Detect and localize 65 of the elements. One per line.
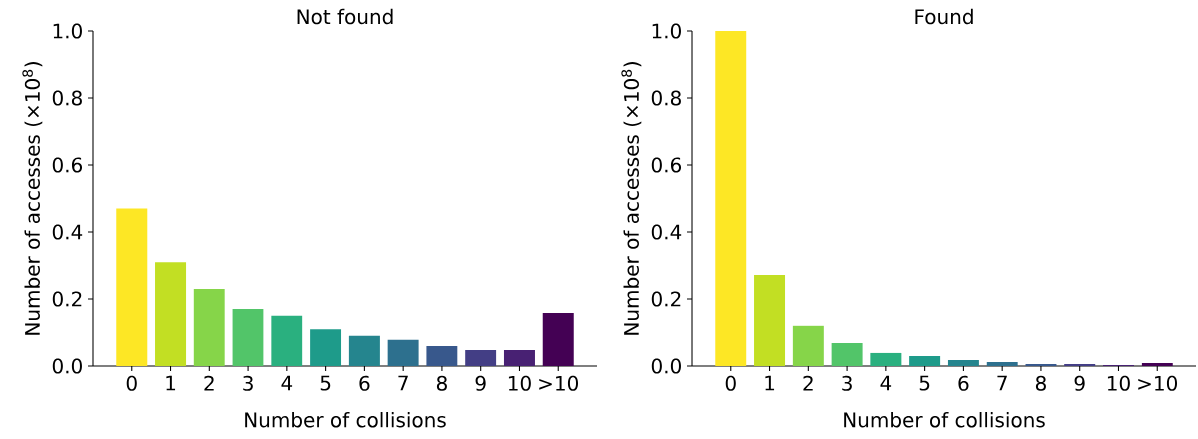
y-tick-label: 0.8: [651, 90, 681, 106]
x-tick-label: >10: [539, 375, 579, 391]
x-axis-title: Number of collisions: [245, 412, 446, 428]
bar: [155, 262, 187, 366]
bar: [1025, 363, 1057, 366]
x-axis-title: Number of collisions: [844, 412, 1045, 428]
bar: [715, 31, 747, 366]
x-tick-label: 2: [204, 375, 214, 391]
y-tick-label: 0.2: [651, 291, 681, 307]
y-tick-label: 0.0: [52, 358, 82, 374]
y-tick-label: 1.0: [53, 23, 82, 39]
bar: [542, 313, 574, 366]
x-tick-label: 9: [1074, 375, 1085, 391]
y-axis-title: Number of accesses (×10$^{8}$): [22, 62, 43, 335]
y-tick-label: 0.4: [52, 224, 83, 240]
bar: [986, 361, 1018, 366]
x-tick-label: 6: [958, 375, 969, 391]
bar: [465, 349, 497, 366]
bar: [503, 349, 535, 366]
x-tick-label: 6: [359, 375, 370, 391]
y-tick-label: 0.6: [651, 157, 682, 173]
x-tick-label: 1: [166, 375, 176, 391]
bar: [870, 352, 902, 366]
bar: [348, 335, 380, 366]
x-tick-label: 4: [880, 375, 892, 391]
y-tick-label: 0.8: [52, 90, 82, 106]
bar: [1141, 362, 1173, 366]
bar: [792, 325, 824, 366]
chart-title: Found: [915, 8, 973, 25]
bar: [193, 288, 225, 366]
x-tick-label: 8: [1035, 375, 1046, 391]
bar: [310, 329, 342, 366]
x-tick-label: 10: [1107, 375, 1130, 391]
chart-title: Not found: [297, 8, 393, 25]
bar: [232, 309, 264, 366]
bar: [387, 339, 419, 366]
bar: [116, 208, 148, 366]
x-tick-label: 9: [475, 375, 486, 391]
bar: [754, 274, 786, 366]
x-tick-label: 8: [436, 375, 447, 391]
y-tick-label: 1.0: [652, 23, 681, 39]
bar: [909, 355, 941, 366]
x-tick-label: 4: [281, 375, 293, 391]
bar: [947, 359, 979, 366]
y-tick-label: 0.2: [52, 291, 82, 307]
x-tick-label: >10: [1138, 375, 1178, 391]
x-tick-label: 5: [919, 375, 930, 391]
bar: [831, 342, 863, 366]
x-tick-label: 0: [126, 375, 137, 391]
bar: [271, 315, 303, 366]
y-tick-label: 0.4: [651, 224, 682, 240]
x-tick-label: 7: [997, 375, 1007, 391]
x-tick-label: 1: [765, 375, 775, 391]
bar: [1064, 363, 1096, 366]
x-tick-label: 2: [803, 375, 813, 391]
y-tick-label: 0.6: [52, 157, 83, 173]
bar: [426, 345, 458, 366]
x-tick-label: 3: [243, 375, 253, 391]
x-tick-label: 7: [398, 375, 408, 391]
x-tick-label: 5: [320, 375, 331, 391]
x-tick-label: 3: [842, 375, 852, 391]
y-axis-title: Number of accesses (×10$^{8}$): [621, 62, 642, 335]
x-tick-label: 0: [725, 375, 736, 391]
x-tick-label: 10: [508, 375, 531, 391]
y-tick-label: 0.0: [651, 358, 681, 374]
